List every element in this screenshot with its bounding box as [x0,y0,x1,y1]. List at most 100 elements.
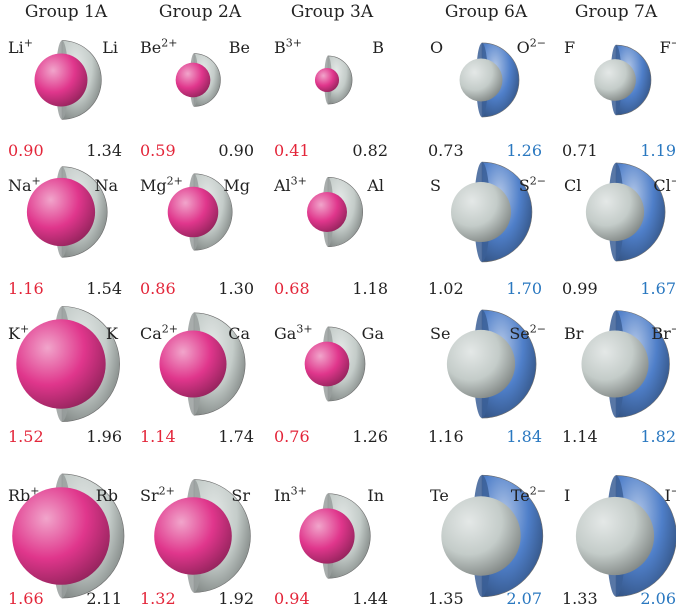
element-cell: S S2− 1.02 1.70 [420,166,550,306]
ion-symbol: B [274,38,286,57]
atom-label: S [430,176,441,195]
group-header: Group 2A [158,2,242,22]
ion-symbol: I [664,486,671,505]
size-comparison-spheres [34,40,102,120]
atom-sphere [594,59,636,101]
ion-radius-value: 1.84 [506,427,542,446]
size-comparison-spheres [575,475,676,597]
ion-radius-value: 0.94 [274,589,310,608]
ion-label: Ca2+ [140,324,178,343]
ion-radius-value: 2.06 [640,589,676,608]
size-comparison-spheres [26,166,108,258]
ion-label: F− [660,38,676,57]
element-cell: B3+ B 0.41 0.82 [266,28,396,168]
atom-radius-value: 0.82 [352,141,388,160]
atom-radius-value: 1.16 [428,427,464,446]
element-cell: In3+ In 0.94 1.44 [266,476,396,616]
cation-sphere [175,62,211,98]
atom-label: Al [367,176,384,195]
element-cell: F F− 0.71 1.19 [554,28,676,168]
cation-sphere [307,192,347,232]
ion-charge: 2+ [158,484,175,498]
cation-sphere [304,341,350,387]
element-cell: Ga3+ Ga 0.76 1.26 [266,314,396,454]
ion-radius-value: 1.67 [640,279,676,298]
atom-radius-value: 0.90 [218,141,254,160]
size-comparison-spheres [299,493,371,579]
ion-label: Rb+ [8,486,40,505]
ion-radius-value: 1.70 [506,279,542,298]
element-cell: Rb+ Rb 1.66 2.11 [0,476,130,616]
ion-label: S2− [519,176,546,195]
atom-sphere [446,329,516,399]
ion-symbol: S [518,176,530,195]
cation-sphere [154,497,232,575]
ion-radius-value: 1.32 [140,589,176,608]
ion-label: Mg2+ [140,176,183,195]
atom-radius-value: 1.33 [562,589,598,608]
cation-sphere [314,67,340,93]
cation-sphere [26,177,96,247]
atom-radius-value: 1.92 [218,589,254,608]
ion-charge: 2+ [161,322,178,336]
atom-radius-value: 2.11 [86,589,122,608]
size-comparison-spheres [16,306,120,422]
group-header: Group 3A [290,2,374,22]
ion-symbol: Sr [140,486,159,505]
ion-radius-value: 0.76 [274,427,310,446]
ion-label: K+ [8,324,29,343]
atom-label: B [372,38,384,57]
atom-label: Ga [361,324,384,343]
atom-radius-value: 0.71 [562,141,598,160]
atom-half-sphere [327,55,353,105]
atom-label: Li [102,38,118,57]
ion-symbol: Na [8,176,32,195]
atom-radius-value: 1.02 [428,279,464,298]
atom-label: Se [430,324,451,343]
size-comparison-spheres [594,44,652,116]
ion-symbol: O [516,38,530,57]
atom-label: Br [564,324,584,343]
ion-charge: + [31,174,41,188]
ion-charge: 3+ [285,36,302,50]
ion-radius-value: 0.90 [8,141,44,160]
ion-charge: + [19,322,30,336]
ion-label: O2− [517,38,546,57]
cation-sphere [34,53,88,107]
ion-symbol: Be [140,38,162,57]
ion-radius-value: 1.66 [8,589,44,608]
ion-symbol: Rb [8,486,31,505]
ion-label: Na+ [8,176,41,195]
element-cell: Al3+ Al 0.68 1.18 [266,166,396,306]
atom-label: Mg [223,176,250,195]
cation-sphere [16,319,106,409]
size-comparison-spheres [446,309,537,419]
ion-symbol: Br [651,324,671,343]
ion-label: Be2+ [140,38,177,57]
ion-radius-value: 2.07 [506,589,542,608]
atom-radius-value: 1.18 [352,279,388,298]
cation-sphere [159,330,227,398]
atom-sphere [575,496,655,576]
atom-radius-value: 1.34 [86,141,122,160]
ion-radius-value: 0.59 [140,141,176,160]
ion-charge: 3+ [296,322,313,336]
atom-label: Cl [564,176,582,195]
ion-radius-value: 0.41 [274,141,310,160]
ion-radius-value: 1.82 [640,427,676,446]
ion-charge: + [30,484,40,498]
ion-label: I− [664,486,676,505]
ion-charge: 2+ [166,174,183,188]
ion-charge: − [670,174,676,188]
ion-symbol: Al [274,176,291,195]
ion-radius-value: 1.19 [640,141,676,160]
ion-charge: − [670,322,676,336]
ion-radius-value: 0.68 [274,279,310,298]
ion-symbol: Te [510,486,530,505]
atom-sphere [459,58,503,102]
ion-label: Se2− [509,324,546,343]
ion-label: Ga3+ [274,324,313,343]
element-cell: Te Te2− 1.35 2.07 [420,476,550,616]
